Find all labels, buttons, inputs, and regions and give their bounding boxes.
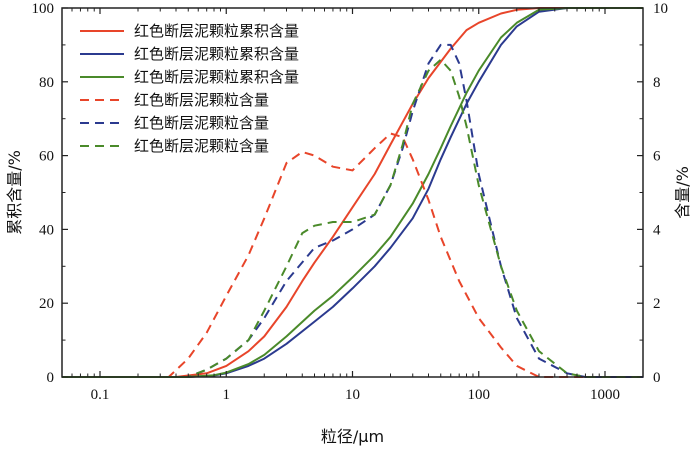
series-line-5 <box>62 43 643 378</box>
series-line-6 <box>62 58 643 378</box>
x-tick-label: 1 <box>223 387 231 403</box>
x-tick-label: 100 <box>467 387 490 403</box>
y-right-tick-label: 2 <box>653 296 661 312</box>
legend-label-3: 红色断层泥颗粒累积含量 <box>134 68 299 86</box>
x-tick-label: 1000 <box>590 387 620 403</box>
y-right-tick-label: 8 <box>653 75 661 91</box>
y-right-axis-title: 含量/% <box>673 166 692 219</box>
legend-label-6: 红色断层泥颗粒含量 <box>134 137 269 155</box>
y-left-tick-label: 40 <box>39 222 54 238</box>
y-left-tick-label: 80 <box>39 75 54 91</box>
series-line-3 <box>62 7 643 378</box>
legend: 红色断层泥颗粒累积含量红色断层泥颗粒累积含量红色断层泥颗粒累积含量红色断层泥颗粒… <box>80 22 299 155</box>
y-right-tick-label: 10 <box>653 1 668 17</box>
legend-label-1: 红色断层泥颗粒累积含量 <box>134 22 299 40</box>
series-layer <box>62 7 643 378</box>
y-left-tick-label: 0 <box>47 370 55 386</box>
y-right-tick-label: 6 <box>653 149 661 165</box>
y-left-axis-title: 累积含量/% <box>5 150 24 235</box>
legend-label-2: 红色断层泥颗粒累积含量 <box>134 45 299 63</box>
x-axis-title: 粒径/μm <box>321 427 384 446</box>
y-right-tick-label: 4 <box>653 222 661 238</box>
legend-label-5: 红色断层泥颗粒含量 <box>134 114 269 132</box>
series-line-1 <box>62 7 643 378</box>
x-tick-label: 0.1 <box>91 387 110 403</box>
y-right-tick-label: 0 <box>653 370 661 386</box>
series-line-2 <box>62 7 643 378</box>
y-left-tick-label: 100 <box>32 1 55 17</box>
series-line-4 <box>62 132 643 378</box>
y-left-tick-label: 20 <box>39 296 54 312</box>
y-left-tick-label: 60 <box>39 149 54 165</box>
legend-label-4: 红色断层泥颗粒含量 <box>134 91 269 109</box>
x-tick-label: 10 <box>345 387 360 403</box>
